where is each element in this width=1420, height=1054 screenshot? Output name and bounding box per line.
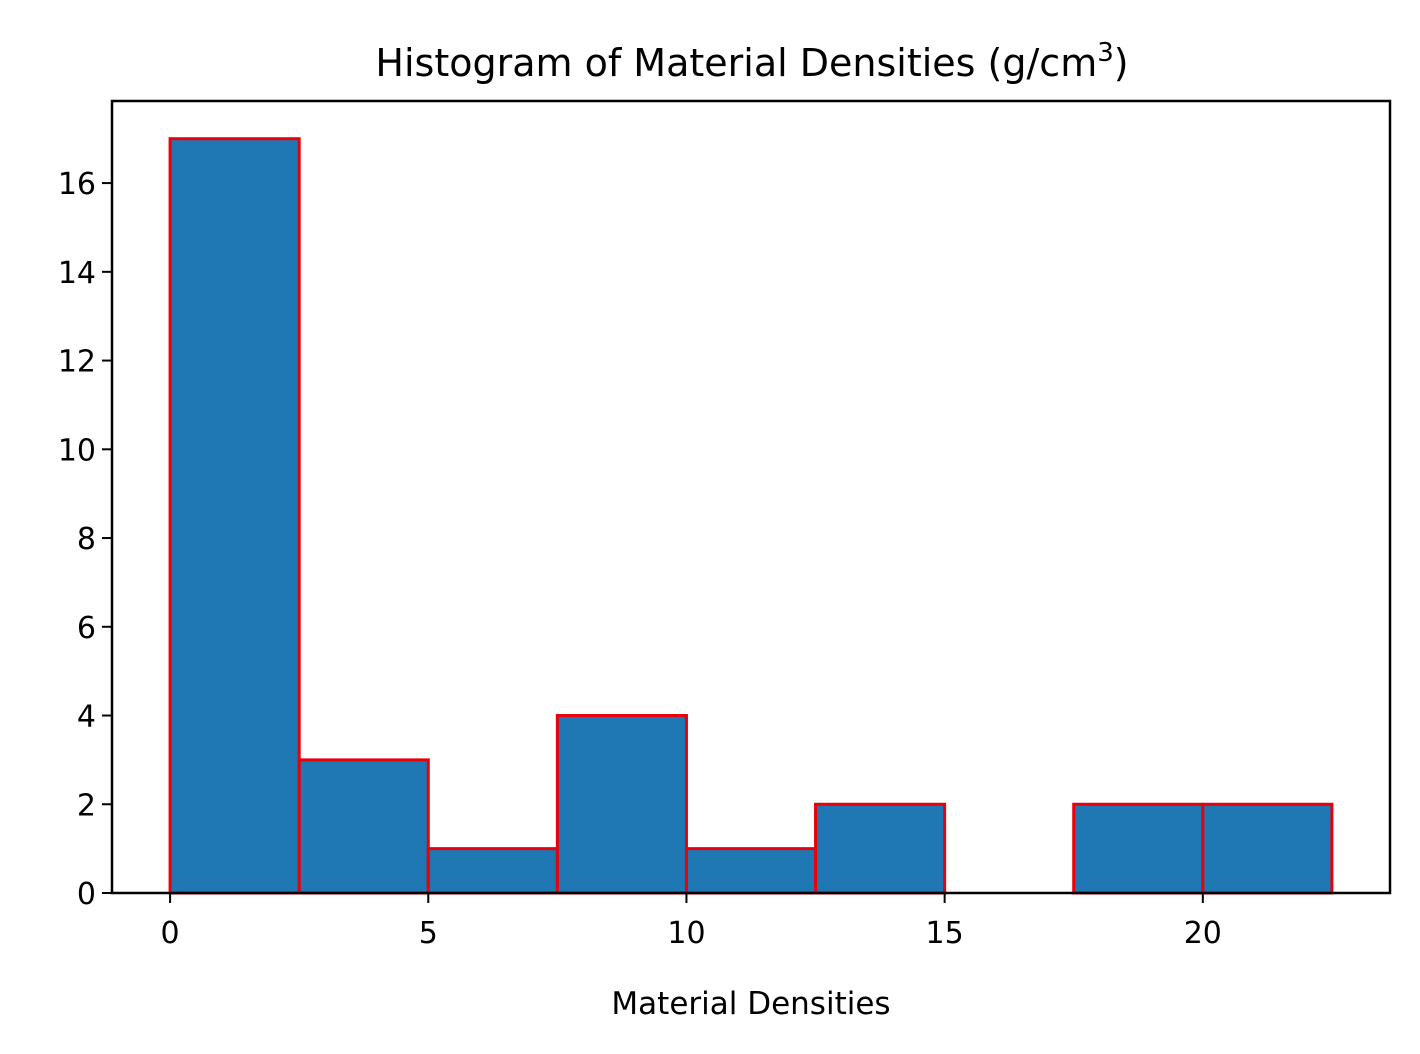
x-axis-label: Material Densities <box>611 986 890 1022</box>
histogram-bar <box>1201 802 1334 895</box>
y-tick-label: 0 <box>77 877 96 912</box>
histogram-bar <box>684 847 818 895</box>
y-tick-label: 12 <box>58 345 96 380</box>
y-tick-label: 4 <box>77 700 96 735</box>
y-axis-ticks: 0 2 4 6 8 10 12 14 16 <box>58 167 112 912</box>
histogram-bar <box>814 802 947 895</box>
x-tick-label: 15 <box>926 916 964 951</box>
y-tick-label: 2 <box>77 788 96 823</box>
chart-title: Histogram of Material Densities (g/cm3) <box>375 38 1128 85</box>
histogram-bar <box>297 758 430 895</box>
x-tick-label: 5 <box>419 916 438 951</box>
histogram-bar <box>426 847 559 895</box>
x-axis-ticks: 0 5 10 15 20 <box>161 893 1222 951</box>
plot-frame <box>110 99 1392 895</box>
bars-group <box>168 137 1334 895</box>
histogram-bar <box>168 137 301 895</box>
histogram-bar <box>1072 802 1205 895</box>
chart-title-suffix: ) <box>1114 41 1129 85</box>
y-tick-label: 10 <box>58 433 96 468</box>
chart-title-superscript: 3 <box>1097 38 1114 68</box>
y-tick-label: 16 <box>58 167 96 202</box>
y-tick-label: 6 <box>77 611 96 646</box>
x-tick-label: 20 <box>1184 916 1222 951</box>
y-tick-label: 14 <box>58 256 96 291</box>
chart-title-main: Histogram of Material Densities (g/cm <box>375 41 1097 85</box>
y-tick-label: 8 <box>77 522 96 557</box>
histogram-bar <box>555 714 688 895</box>
x-tick-label: 10 <box>667 916 705 951</box>
x-tick-label: 0 <box>161 916 180 951</box>
